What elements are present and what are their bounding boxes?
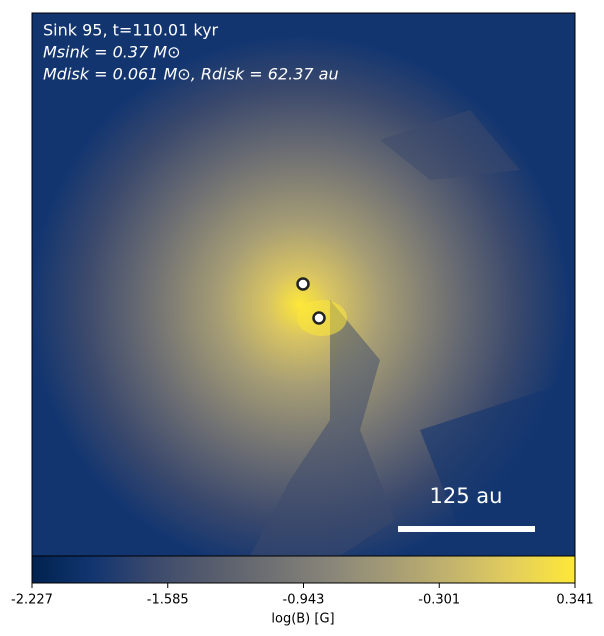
- colorbar-tick-label: -1.585: [147, 593, 189, 608]
- scale-bar-label: 125 au: [430, 484, 503, 508]
- sink: [296, 277, 310, 291]
- colorbar-tick-label: 0.341: [556, 593, 593, 608]
- annotation: Msink = 0.37 M⊙: [43, 43, 181, 62]
- colorbar-label: log(B) [G]: [271, 612, 334, 627]
- annotation: Sink 95, t=110.01 kyr: [43, 21, 219, 40]
- annotation: Mdisk = 0.061 M⊙, Rdisk = 62.37 au: [43, 65, 339, 84]
- colorbar-tick-label: -0.943: [283, 593, 325, 608]
- colorbar-tick-label: -0.301: [418, 593, 460, 608]
- sink: [312, 311, 326, 325]
- colorbar-tick-label: -2.227: [11, 593, 53, 608]
- colorbar: [31, 555, 576, 584]
